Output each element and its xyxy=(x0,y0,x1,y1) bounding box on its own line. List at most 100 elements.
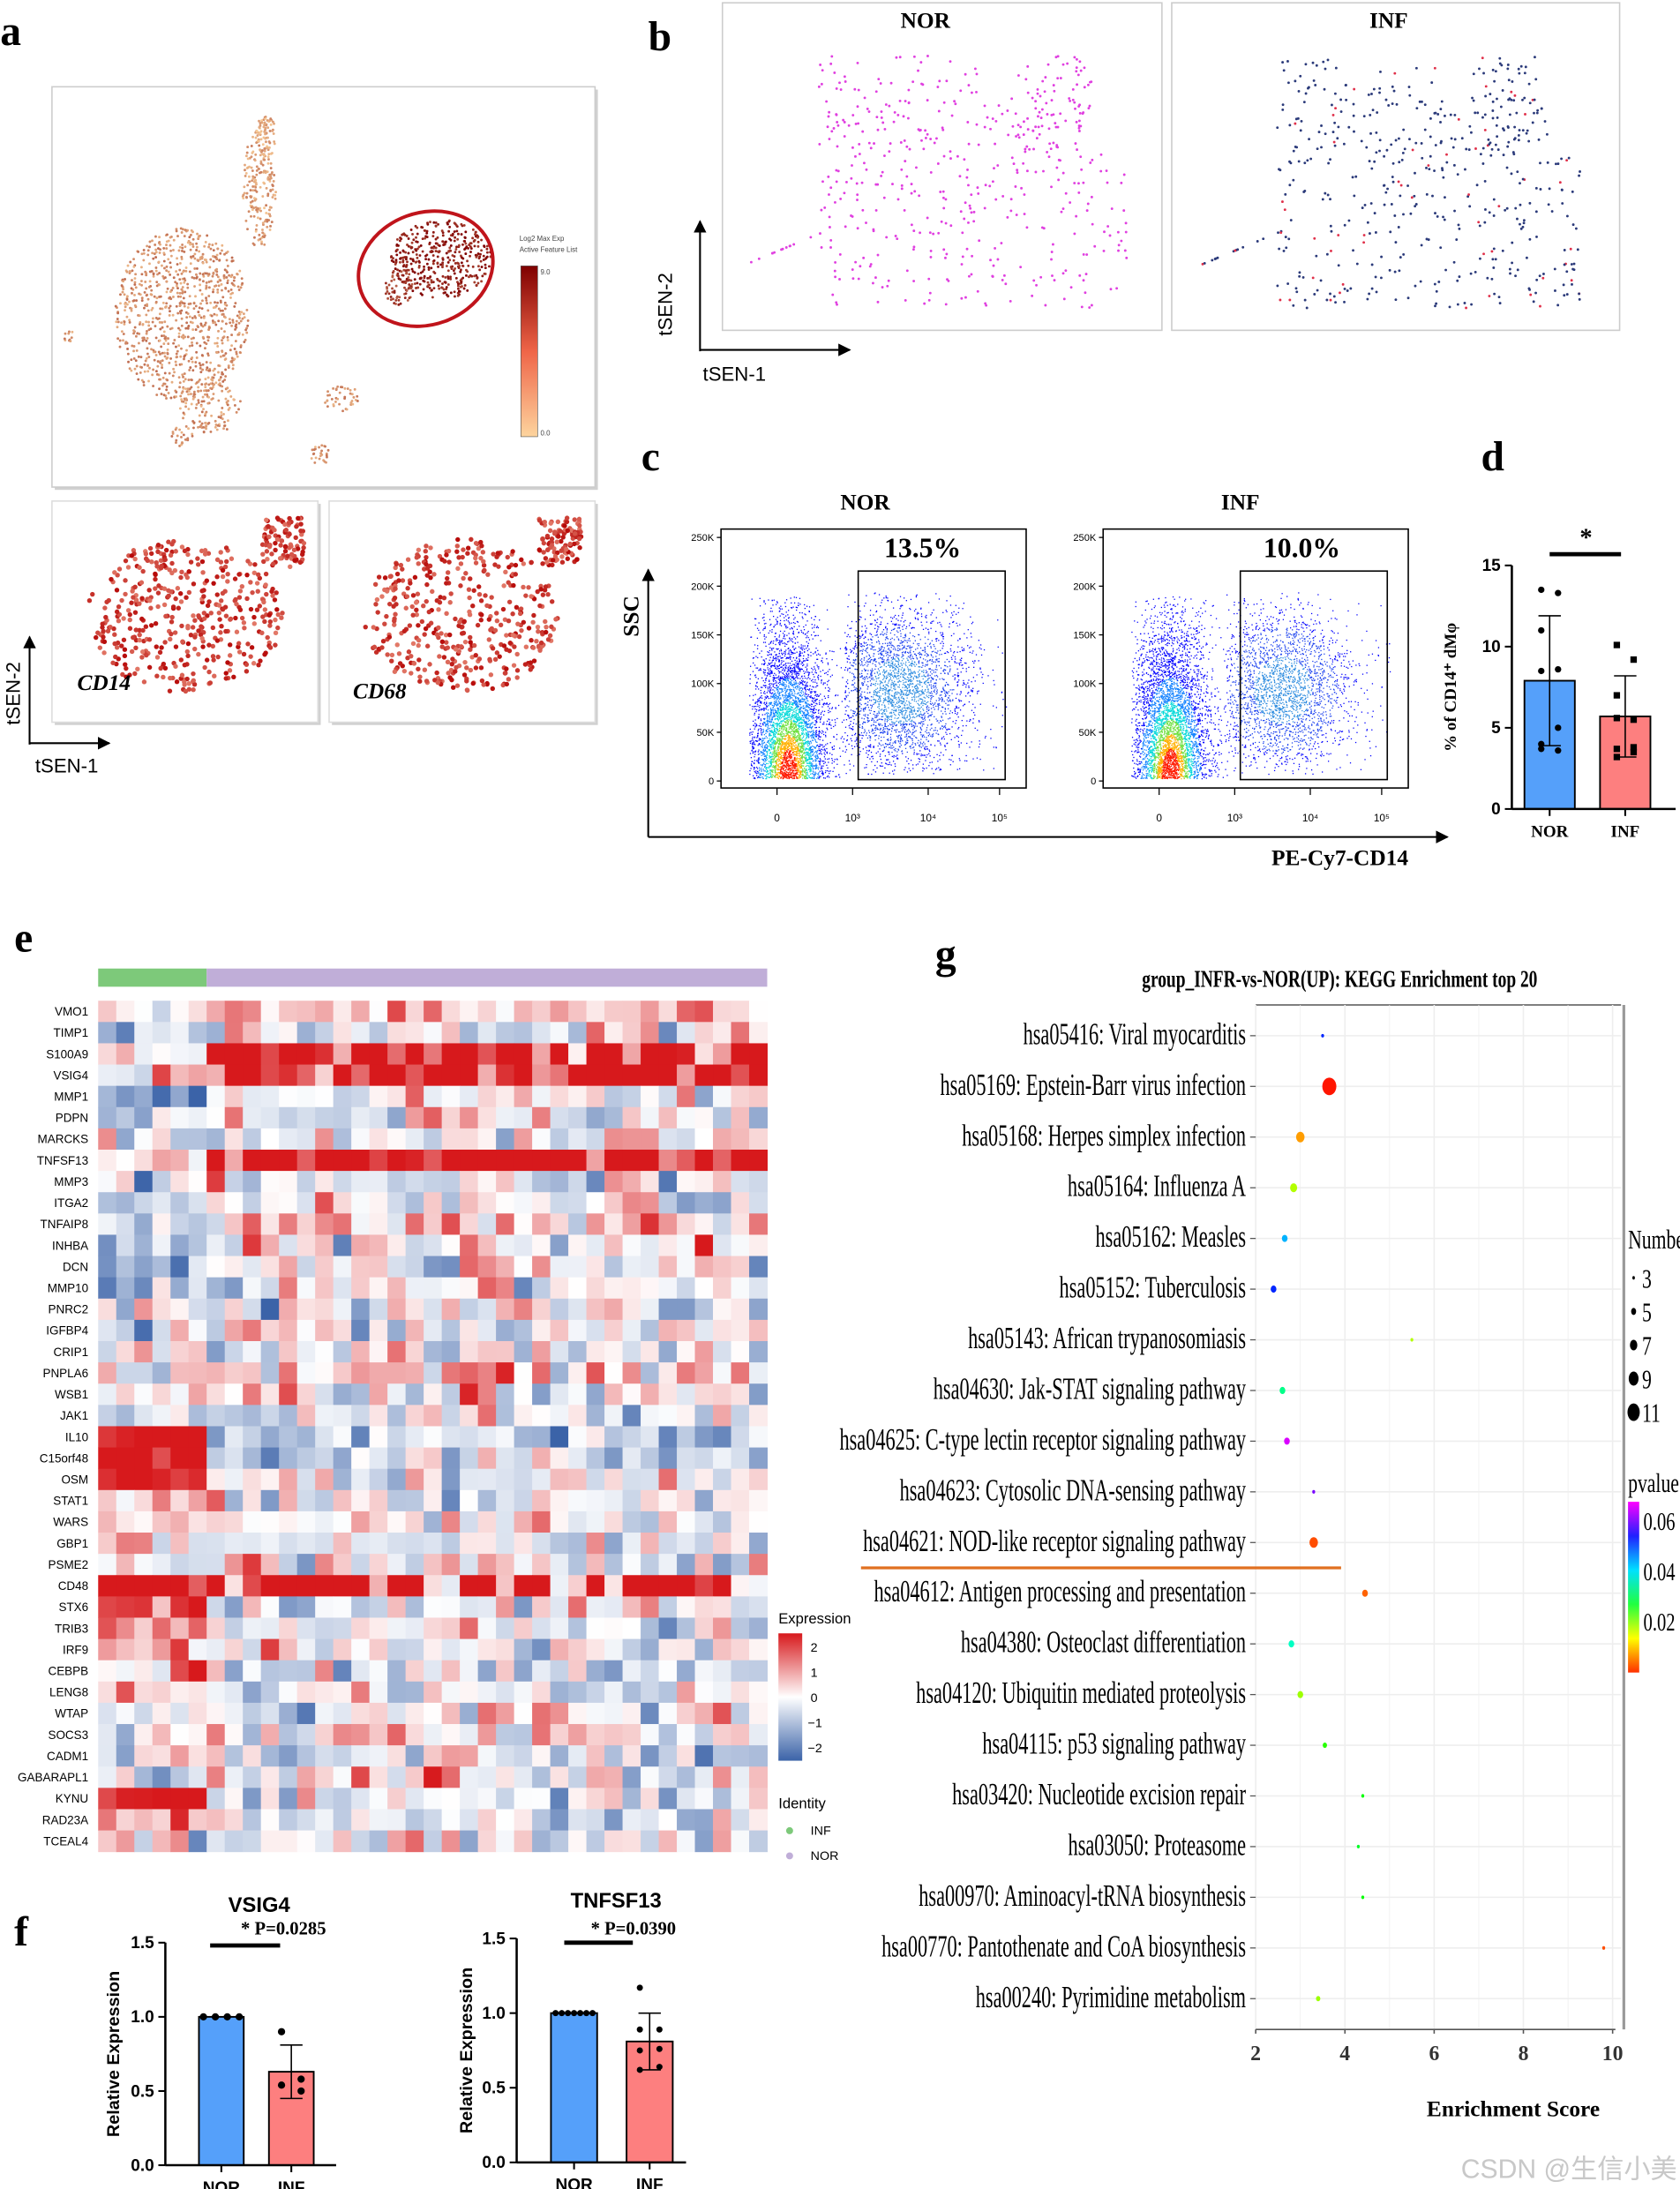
event xyxy=(887,629,888,630)
cd68-cell xyxy=(457,619,461,624)
nor-cell xyxy=(956,155,959,158)
nor-cell xyxy=(992,117,994,120)
tsne-cell xyxy=(182,416,184,419)
cd68-cell xyxy=(559,554,564,558)
inf-cell xyxy=(1391,86,1394,88)
tsne-cell xyxy=(202,253,205,256)
tsne-cell xyxy=(199,258,201,260)
nor-cell xyxy=(1001,195,1004,198)
nor-cell xyxy=(1017,74,1020,77)
cd14-cell xyxy=(275,537,280,542)
tsne-cell xyxy=(258,234,260,236)
tsne-cell xyxy=(191,243,194,245)
x-axis-label: tSEN-1 xyxy=(703,363,767,385)
inf-cell xyxy=(1561,202,1564,205)
event xyxy=(924,714,925,715)
tsne-cell xyxy=(195,407,198,409)
nor-cell xyxy=(944,198,947,200)
event xyxy=(939,700,940,701)
nor-cell xyxy=(1076,121,1078,124)
inf-cell xyxy=(1424,103,1427,106)
inf-cell xyxy=(1324,132,1327,135)
inf-cell xyxy=(1363,115,1366,117)
event xyxy=(942,612,943,613)
event xyxy=(912,707,913,708)
cd68-cell xyxy=(404,606,409,611)
tsne-cell xyxy=(149,280,152,282)
event xyxy=(914,725,915,726)
event xyxy=(993,670,994,671)
cd14-cell xyxy=(192,647,197,651)
inf-cell xyxy=(1281,200,1284,203)
tsne-cell-high xyxy=(405,292,408,295)
event xyxy=(1002,715,1003,716)
cd14-cell xyxy=(179,657,184,662)
tsne-cell xyxy=(221,296,224,298)
tsne-cell xyxy=(213,393,215,395)
panel-b-tsne: NOR INF tSEN-2 tSEN-1 xyxy=(655,3,1620,385)
tsne-cell-high xyxy=(397,274,400,277)
cd14-cell xyxy=(201,594,206,598)
tsne-cell-high xyxy=(412,251,415,253)
tsne-cell xyxy=(202,336,205,339)
tsne-cell xyxy=(273,123,275,125)
cd68-cell xyxy=(461,631,466,635)
nor-cell xyxy=(977,290,979,293)
tsne-cell xyxy=(147,249,150,251)
tsne-cell xyxy=(197,390,199,393)
tsne-cell-high xyxy=(401,257,404,259)
tsne-cell xyxy=(164,355,167,357)
inf-cell xyxy=(1329,293,1331,296)
tsne-cell xyxy=(142,381,145,384)
tsne-cell xyxy=(132,266,135,268)
cd68-cell xyxy=(566,557,570,561)
tsne-cell xyxy=(176,356,178,358)
nor-cell xyxy=(865,221,867,224)
tsne-cell xyxy=(246,152,249,154)
inf-cell xyxy=(1482,252,1485,255)
colorbar-min: 0.0 xyxy=(541,429,551,437)
tsne-cell xyxy=(188,360,191,363)
event xyxy=(912,627,913,628)
tsne-cell xyxy=(203,245,206,248)
tsne-cell-high xyxy=(463,224,466,227)
nor-cell xyxy=(924,129,926,131)
inf-cell xyxy=(1518,68,1520,71)
tsne-cell xyxy=(336,386,339,388)
cd14-cell xyxy=(104,600,109,604)
tsne-cell xyxy=(182,390,184,393)
nor-cell xyxy=(942,197,945,199)
cd68-cell xyxy=(468,635,472,640)
tsne-cell-high xyxy=(458,265,461,267)
tsne-cell-high xyxy=(414,278,416,281)
inf-cell xyxy=(1444,219,1446,221)
tsne-cell-high xyxy=(433,272,436,274)
event xyxy=(914,717,915,718)
event xyxy=(859,696,860,697)
inf-cell xyxy=(1369,160,1371,162)
event xyxy=(895,766,896,767)
tsne-cell xyxy=(191,328,194,331)
tsne-cell xyxy=(263,206,266,209)
cd68-cell xyxy=(551,558,555,562)
nor-cell xyxy=(1099,170,1102,173)
event xyxy=(966,668,967,669)
cd68-cell xyxy=(371,625,376,629)
tsne-cell-high xyxy=(446,286,448,289)
tsne-cell xyxy=(266,137,269,139)
inf-cell xyxy=(1211,259,1213,261)
cd68-cell xyxy=(461,576,465,581)
event xyxy=(908,674,909,675)
tsne-cell-high xyxy=(394,291,396,294)
cd14-cell xyxy=(228,642,232,647)
tsne-cell-high xyxy=(402,265,405,267)
inf-cell xyxy=(1532,122,1534,124)
tsne-cell xyxy=(245,332,248,334)
tsne-cell xyxy=(175,361,177,364)
tsne-cell xyxy=(151,270,154,273)
tsne-cell xyxy=(124,309,126,311)
tsne-cell-high xyxy=(458,251,461,253)
tsne-cell-high xyxy=(463,236,466,239)
event xyxy=(904,715,905,716)
tsne-cell-high xyxy=(444,276,446,279)
